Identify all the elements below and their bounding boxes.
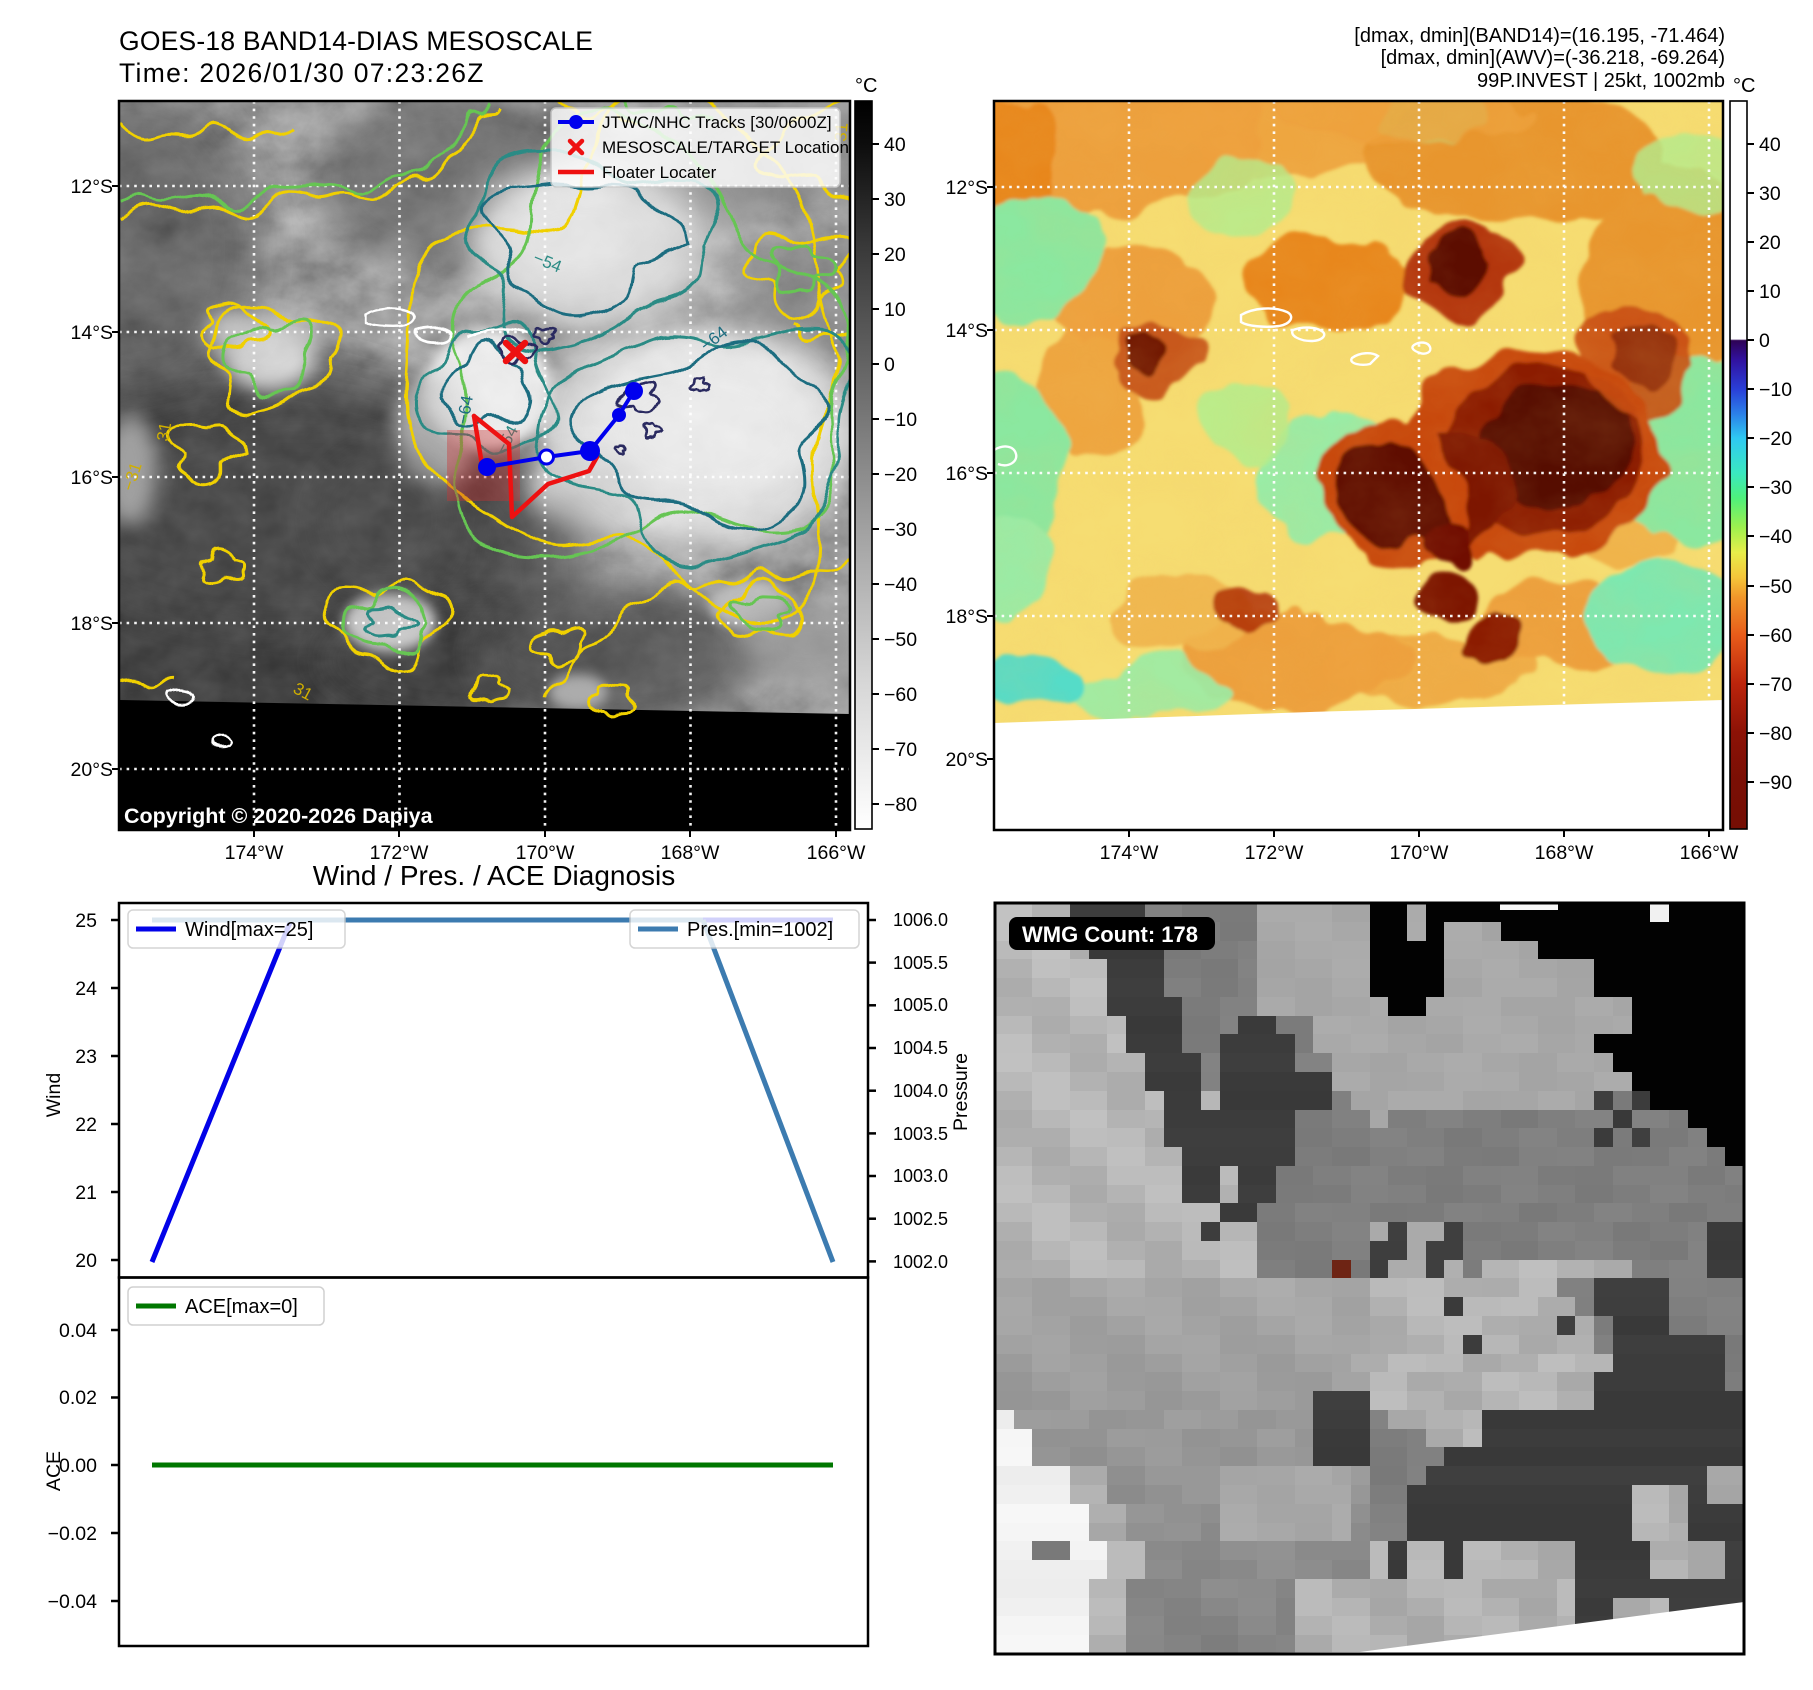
svg-text:Wind: Wind xyxy=(43,1073,65,1117)
svg-text:31: 31 xyxy=(153,421,175,443)
svg-text:24: 24 xyxy=(75,978,97,1000)
svg-text:1002.0: 1002.0 xyxy=(893,1252,948,1272)
svg-text:14°S: 14°S xyxy=(71,322,114,344)
svg-text:1006.0: 1006.0 xyxy=(893,910,948,930)
svg-text:174°W: 174°W xyxy=(225,842,284,864)
svg-text:°C: °C xyxy=(855,75,877,97)
svg-text:16°S: 16°S xyxy=(946,463,989,485)
svg-text:1004.0: 1004.0 xyxy=(893,1081,948,1101)
svg-text:10: 10 xyxy=(1759,281,1781,303)
svg-text:−20: −20 xyxy=(884,464,917,486)
svg-text:−80: −80 xyxy=(884,794,917,816)
svg-text:1005.5: 1005.5 xyxy=(893,953,948,973)
svg-text:−10: −10 xyxy=(884,409,917,431)
svg-text:30: 30 xyxy=(1759,183,1781,205)
svg-text:[dmax, dmin](AWV)=(-36.218, -6: [dmax, dmin](AWV)=(-36.218, -69.264) xyxy=(1381,47,1725,69)
svg-text:1003.5: 1003.5 xyxy=(893,1124,948,1144)
svg-text:−40: −40 xyxy=(884,574,917,596)
svg-text:18°S: 18°S xyxy=(946,606,989,628)
svg-text:172°W: 172°W xyxy=(370,842,429,864)
svg-text:168°W: 168°W xyxy=(661,842,720,864)
svg-text:−80: −80 xyxy=(1759,723,1792,745)
svg-text:1002.5: 1002.5 xyxy=(893,1209,948,1229)
svg-text:ACE[max=0]: ACE[max=0] xyxy=(185,1296,298,1318)
svg-text:0.02: 0.02 xyxy=(59,1387,97,1409)
svg-text:−30: −30 xyxy=(1759,477,1792,499)
svg-text:0.04: 0.04 xyxy=(59,1320,97,1342)
svg-text:1004.5: 1004.5 xyxy=(893,1038,948,1058)
svg-text:18°S: 18°S xyxy=(71,613,114,635)
svg-text:23: 23 xyxy=(75,1046,97,1068)
svg-text:172°W: 172°W xyxy=(1245,842,1304,864)
svg-text:0: 0 xyxy=(884,354,895,376)
svg-text:20: 20 xyxy=(75,1250,97,1272)
svg-text:166°W: 166°W xyxy=(1680,842,1739,864)
svg-text:99P.INVEST | 25kt, 1002mb: 99P.INVEST | 25kt, 1002mb xyxy=(1477,70,1725,92)
svg-text:−0.04: −0.04 xyxy=(48,1591,97,1613)
svg-text:12°S: 12°S xyxy=(71,176,114,198)
svg-text:GOES-18 BAND14-DIAS MESOSCALE: GOES-18 BAND14-DIAS MESOSCALE xyxy=(119,26,593,56)
svg-text:Time: 2026/01/30 07:23:26Z: Time: 2026/01/30 07:23:26Z xyxy=(119,58,485,88)
svg-text:−40: −40 xyxy=(1759,526,1792,548)
svg-text:ACE: ACE xyxy=(43,1451,65,1491)
svg-text:21: 21 xyxy=(75,1182,97,1204)
svg-text:Wind[max=25]: Wind[max=25] xyxy=(185,919,313,941)
svg-text:°C: °C xyxy=(1733,75,1755,97)
svg-text:20: 20 xyxy=(884,244,906,266)
svg-text:16°S: 16°S xyxy=(71,467,114,489)
svg-text:−70: −70 xyxy=(1759,674,1792,696)
svg-text:20: 20 xyxy=(1759,232,1781,254)
svg-text:−50: −50 xyxy=(1759,576,1792,598)
svg-text:−0.02: −0.02 xyxy=(48,1523,97,1545)
svg-text:WMG Count: 178: WMG Count: 178 xyxy=(1022,922,1198,947)
svg-text:−50: −50 xyxy=(884,629,917,651)
svg-text:168°W: 168°W xyxy=(1535,842,1594,864)
svg-text:−20: −20 xyxy=(1759,428,1792,450)
svg-text:40: 40 xyxy=(884,134,906,156)
svg-text:−90: −90 xyxy=(1759,772,1792,794)
svg-text:Wind / Pres. / ACE Diagnosis: Wind / Pres. / ACE Diagnosis xyxy=(313,860,676,891)
svg-text:12°S: 12°S xyxy=(946,177,989,199)
svg-text:30: 30 xyxy=(884,189,906,211)
svg-text:0: 0 xyxy=(1759,330,1770,352)
svg-text:[dmax, dmin](BAND14)=(16.195,: [dmax, dmin](BAND14)=(16.195, -71.464) xyxy=(1354,25,1725,47)
svg-text:1005.0: 1005.0 xyxy=(893,995,948,1015)
svg-text:10: 10 xyxy=(884,299,906,321)
svg-text:−64: −64 xyxy=(453,394,477,426)
svg-text:20°S: 20°S xyxy=(71,759,114,781)
svg-text:174°W: 174°W xyxy=(1100,842,1159,864)
svg-text:20°S: 20°S xyxy=(946,749,989,771)
svg-text:1003.0: 1003.0 xyxy=(893,1166,948,1186)
svg-text:170°W: 170°W xyxy=(1390,842,1449,864)
svg-text:40: 40 xyxy=(1759,134,1781,156)
svg-text:22: 22 xyxy=(75,1114,97,1136)
svg-text:25: 25 xyxy=(75,910,97,932)
svg-text:0.00: 0.00 xyxy=(59,1455,97,1477)
svg-text:Pres.[min=1002]: Pres.[min=1002] xyxy=(687,919,833,941)
svg-text:Floater Locater: Floater Locater xyxy=(602,163,717,182)
svg-text:−30: −30 xyxy=(884,519,917,541)
svg-text:Pressure: Pressure xyxy=(950,1053,972,1131)
svg-text:−60: −60 xyxy=(1759,625,1792,647)
svg-text:170°W: 170°W xyxy=(516,842,575,864)
svg-text:−70: −70 xyxy=(884,739,917,761)
svg-text:−60: −60 xyxy=(884,684,917,706)
svg-text:Copyright © 2020-2026 Dapiya: Copyright © 2020-2026 Dapiya xyxy=(124,804,434,828)
svg-text:−10: −10 xyxy=(1759,379,1792,401)
svg-text:MESOSCALE/TARGET Location: MESOSCALE/TARGET Location xyxy=(602,138,849,157)
svg-text:14°S: 14°S xyxy=(946,320,989,342)
svg-text:JTWC/NHC Tracks [30/0600Z]: JTWC/NHC Tracks [30/0600Z] xyxy=(602,113,832,132)
svg-text:166°W: 166°W xyxy=(807,842,866,864)
